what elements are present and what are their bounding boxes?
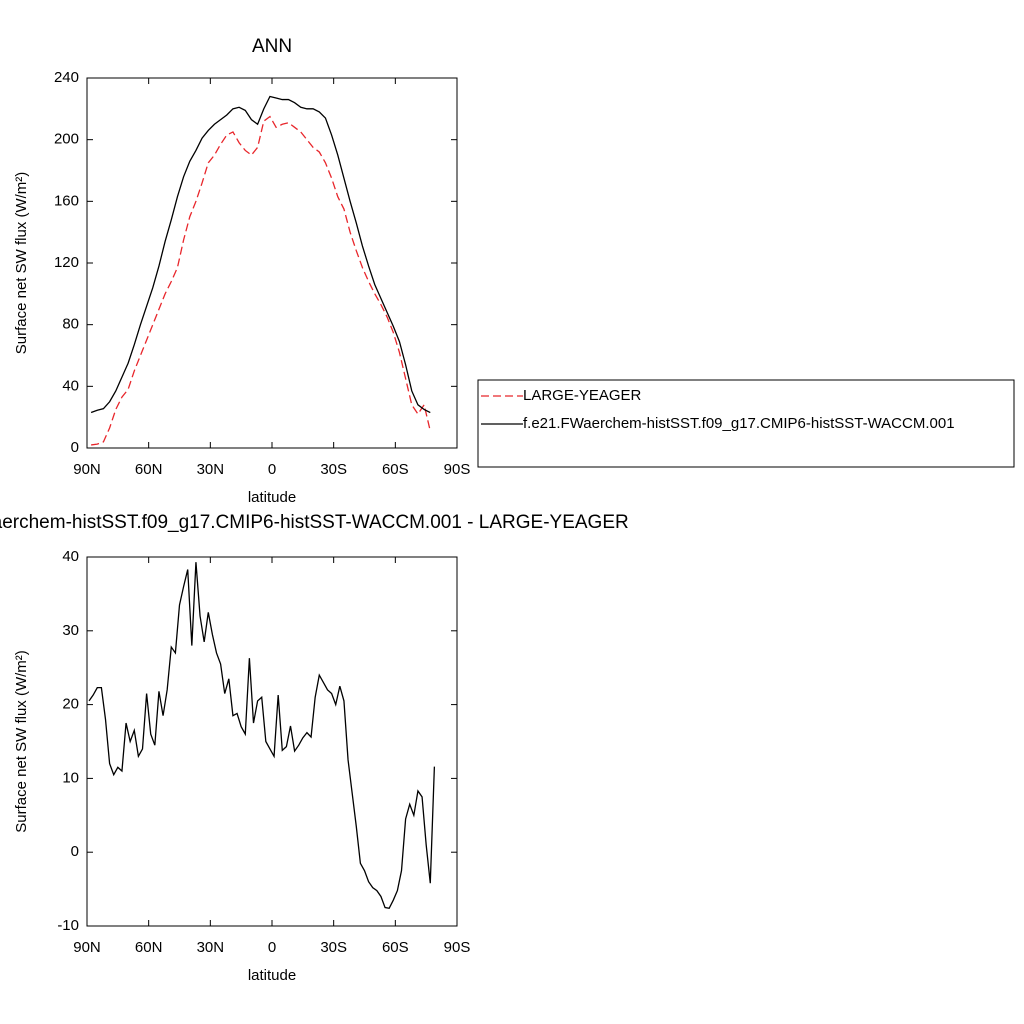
chart-title: ANN: [252, 36, 292, 57]
x-tick-label: 0: [268, 939, 276, 956]
y-tick-label: 120: [54, 254, 79, 271]
x-tick-label: 30N: [197, 939, 225, 956]
y-tick-label: 160: [54, 192, 79, 209]
x-tick-label: 90N: [73, 939, 101, 956]
legend-label: f.e21.FWaerchem-histSST.f09_g17.CMIP6-hi…: [523, 415, 955, 432]
plot-frame: [86, 77, 458, 449]
x-axis-label: latitude: [248, 489, 296, 506]
y-tick-label: 40: [62, 548, 79, 565]
x-tick-label: 60S: [382, 461, 409, 478]
chart-title: f.e21.FWaerchem-histSST.f09_g17.CMIP6-hi…: [0, 512, 629, 533]
y-tick-label: 40: [62, 377, 79, 394]
plot-frame: [86, 556, 458, 927]
x-tick-label: 30S: [320, 461, 347, 478]
y-tick-label: 0: [71, 843, 79, 860]
data-line: [91, 115, 431, 446]
y-axis-label: Surface net SW flux (W/m²): [13, 650, 30, 833]
data-line: [90, 95, 431, 414]
y-tick-label: -10: [57, 917, 79, 934]
y-tick-label: 240: [54, 69, 79, 86]
y-tick-label: 80: [62, 316, 79, 333]
legend-box: [477, 379, 1015, 468]
x-tick-label: 60N: [135, 461, 163, 478]
x-tick-label: 60S: [382, 939, 409, 956]
y-tick-label: 20: [62, 696, 79, 713]
x-tick-label: 90N: [73, 461, 101, 478]
legend-label: LARGE-YEAGER: [523, 387, 642, 404]
x-tick-label: 0: [268, 461, 276, 478]
x-tick-label: 30S: [320, 939, 347, 956]
x-tick-label: 30N: [197, 461, 225, 478]
data-line: [88, 562, 436, 910]
x-tick-label: 60N: [135, 939, 163, 956]
x-axis-label: latitude: [248, 967, 296, 984]
y-tick-label: 10: [62, 769, 79, 786]
y-tick-label: 200: [54, 131, 79, 148]
y-axis-label: Surface net SW flux (W/m²): [13, 172, 30, 355]
y-tick-label: 30: [62, 622, 79, 639]
x-tick-label: 90S: [444, 939, 471, 956]
x-tick-label: 90S: [444, 461, 471, 478]
y-tick-label: 0: [71, 439, 79, 456]
